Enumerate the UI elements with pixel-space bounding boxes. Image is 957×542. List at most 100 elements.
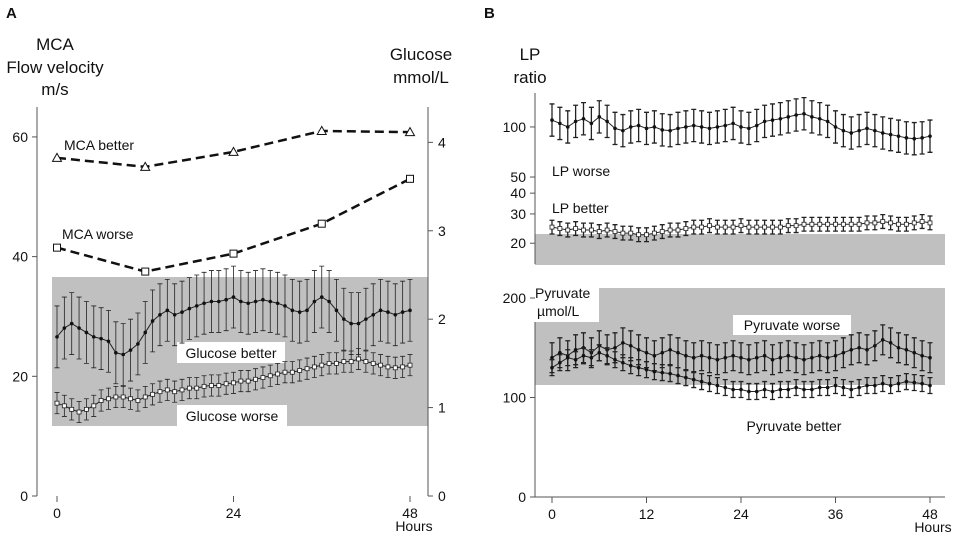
glucose-worse-point [128, 396, 133, 402]
b-bottom-ytick-label: 100 [503, 390, 527, 406]
lp-worse-point [731, 121, 735, 126]
a-y2tick-label: 1 [438, 400, 446, 416]
a-y2tick-label: 4 [438, 134, 446, 150]
lp-better-point [596, 229, 602, 234]
lp-worse-point [589, 121, 594, 126]
pyruvate-better-point [786, 387, 791, 392]
lp-better-point [612, 229, 618, 234]
glucose-better-point [69, 321, 74, 326]
lp-worse-point [707, 126, 712, 131]
glucose-better-point [261, 297, 265, 302]
pyruvate-worse-point [778, 355, 783, 360]
a-ytick-label: 40 [12, 249, 28, 265]
glucose-better-point [319, 295, 324, 299]
a-y2label-line-1: Glucose [390, 45, 452, 64]
lp-worse-point [558, 121, 562, 126]
lp-worse-point [770, 118, 775, 122]
pyruvate-worse-point [676, 350, 680, 355]
lp-worse-point [904, 136, 909, 140]
lp-worse-point [762, 119, 767, 124]
pyruvate-worse-point [762, 353, 767, 358]
glucose-worse-point [98, 398, 104, 403]
glucose-worse-point [194, 385, 200, 391]
b-xtick-label: 0 [548, 506, 556, 522]
lp-better-point [919, 219, 925, 224]
glucose-better-point [246, 301, 251, 306]
lp-worse-point [660, 128, 665, 132]
lp-better-point [651, 230, 657, 236]
pyruvate-better-point [589, 355, 594, 360]
glucose-worse-point [201, 383, 207, 389]
series-label-glucose-worse: Glucose worse [186, 408, 279, 424]
lp-better-point [675, 227, 681, 233]
glucose-worse-point [348, 359, 354, 365]
glucose-better-point [202, 301, 206, 306]
lp-normal-range [535, 234, 945, 265]
pyruvate-worse-point [833, 353, 838, 358]
a-y2label-line-2: mmol/L [393, 68, 449, 87]
glucose-better-point [114, 350, 118, 355]
pyruvate-better-point [747, 389, 751, 394]
pyruvate-worse-point [865, 347, 869, 352]
glucose-worse-point [179, 387, 185, 393]
glucose-better-point [327, 299, 331, 304]
lp-better-point [825, 221, 831, 227]
b-top-ytick-label: 50 [510, 169, 526, 185]
glucose-better-point [378, 308, 383, 313]
b-xtick-label: 24 [733, 506, 749, 522]
lp-better-point [801, 221, 807, 227]
pyruvate-better-point [644, 367, 649, 372]
lp-better-point [754, 224, 760, 230]
series-label-lp-worse: LP worse [552, 163, 610, 179]
lp-better-point [777, 224, 783, 230]
lp-better-point [604, 227, 610, 233]
pyruvate-better-point [605, 353, 609, 358]
pyruvate-worse-point [754, 355, 759, 360]
mca-worse-point [141, 267, 150, 276]
pyruvate-worse-point [928, 355, 932, 360]
glucose-worse-point [209, 383, 214, 388]
lp-better-point [872, 220, 878, 226]
lp-worse-point [857, 128, 861, 133]
glucose-better-point [386, 310, 390, 314]
glucose-worse-point [113, 394, 119, 400]
glucose-worse-point [106, 396, 111, 402]
pyruvate-better-point [928, 383, 932, 388]
series-label-mca-worse: MCA worse [62, 226, 134, 242]
pyruvate-better-point [613, 357, 617, 362]
lp-worse-point [873, 128, 877, 133]
b-top-ylabel-line-1: LP [520, 45, 541, 64]
a-y2tick-label: 0 [438, 488, 446, 504]
pyruvate-better-point [731, 387, 735, 392]
lp-better-point [707, 223, 712, 229]
a-ytick-label: 60 [12, 129, 28, 145]
pyruvate-better-point [723, 385, 728, 390]
pyruvate-worse-point [558, 350, 562, 355]
glucose-better-point [224, 297, 228, 302]
lp-worse-point [699, 125, 704, 129]
pyruvate-better-point [888, 383, 893, 388]
pyruvate-better-point [684, 375, 688, 380]
glucose-better-point [187, 306, 192, 311]
pyruvate-worse-point [802, 357, 806, 362]
lp-worse-point [778, 116, 783, 121]
lp-worse-point [691, 123, 696, 128]
glucose-worse-point [319, 362, 325, 368]
pyruvate-better-point [565, 355, 570, 360]
glucose-worse-point [407, 362, 413, 368]
pyruvate-better-point [739, 387, 743, 392]
pyruvate-better-point [817, 385, 822, 390]
glucose-better-point [158, 312, 162, 317]
lp-better-point [927, 220, 933, 226]
glucose-better-point [393, 312, 398, 317]
glucose-worse-point [245, 378, 251, 384]
glucose-worse-point [186, 385, 192, 391]
pyruvate-worse-point [628, 343, 633, 348]
lp-worse-point [644, 126, 649, 131]
lp-worse-point [747, 126, 751, 131]
glucose-worse-point [363, 359, 369, 365]
b-xlabel: Hours [914, 519, 951, 535]
lp-worse-point [613, 126, 617, 131]
pyruvate-better-point [762, 387, 767, 392]
glucose-better-point [136, 342, 140, 346]
